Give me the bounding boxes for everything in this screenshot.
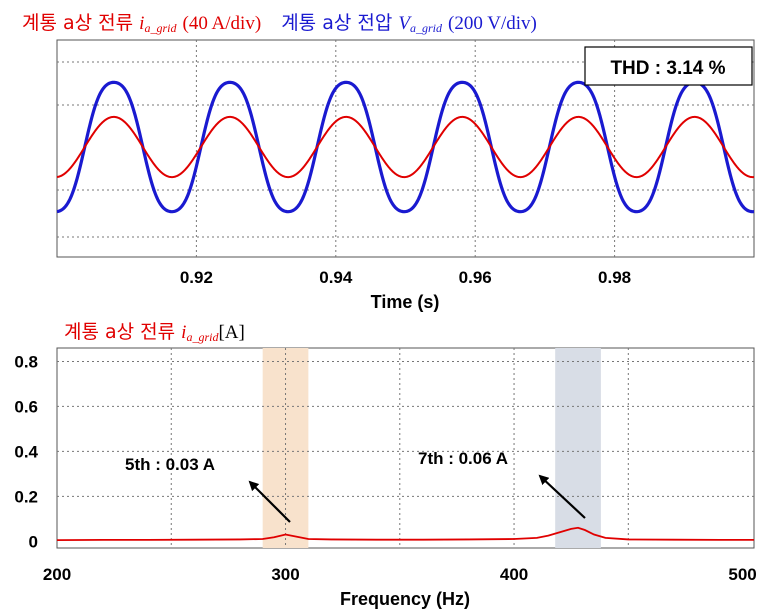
spectrum-chart-yticks: 0 0.2 0.4 0.6 0.8 — [14, 352, 38, 551]
bottom-title-unit: [A] — [218, 322, 245, 343]
amplitude-ytick-label: 0 — [29, 532, 38, 551]
amplitude-ytick-label: 0.2 — [14, 487, 38, 506]
harmonic-band-7th — [555, 348, 601, 548]
thd-box — [584, 46, 753, 86]
legend-voltage-label: 계통 a상 전압 — [281, 12, 393, 34]
spectrum-chart-grid — [57, 348, 754, 548]
time-chart-xticks: 0.92 0.94 0.96 0.98 — [180, 268, 631, 287]
arrow-5th — [248, 480, 291, 523]
time-chart-grid — [57, 40, 754, 257]
time-xtick-label: 0.96 — [459, 268, 492, 287]
current-waveform — [56, 115, 755, 179]
time-chart-series — [56, 80, 755, 214]
spectrum-chart-frame — [56, 347, 755, 549]
frequency-xtick-label: 300 — [271, 565, 299, 584]
bottom-title-subscript: a_grid — [186, 330, 219, 344]
time-xtick-label: 0.94 — [319, 268, 353, 287]
bottom-title-label: 계통 a상 전류 — [64, 321, 176, 343]
annotation-7th: 7th : 0.06 A — [418, 449, 508, 468]
amplitude-ytick-label: 0.4 — [14, 442, 38, 461]
time-axis-label: Time (s) — [371, 292, 440, 312]
legend-current-label: 계통 a상 전류 — [22, 12, 134, 34]
legend-voltage-scale: (200 V/div) — [448, 13, 537, 34]
legend-current-scale: (40 A/div) — [182, 13, 262, 34]
arrow-7th — [538, 474, 586, 519]
legend-current-subscript: a_grid — [144, 21, 177, 35]
spectrum-chart-series — [56, 526, 754, 542]
bottom-chart-title: 계통 a상 전류 ia_grid[A] — [64, 317, 245, 345]
bottom-title-symbol: i — [181, 322, 187, 343]
annotation-5th: 5th : 0.03 A — [125, 455, 215, 474]
legend-voltage-subscript: a_grid — [409, 21, 442, 35]
spectrum-chart: 200 300 400 500 0 0.2 0.4 0.6 0.8 Frequency (Hz… — [14, 347, 757, 609]
time-xtick-label: 0.92 — [180, 268, 213, 287]
time-xtick-label: 0.98 — [598, 268, 631, 287]
spectrum-chart-xticks: 200 300 400 500 — [43, 565, 757, 584]
legend-current: 계통 a상 전류 ia_grid (40 A/div) — [22, 12, 267, 35]
legend-voltage: 계통 a상 전압 Va_grid (200 V/div) — [281, 12, 537, 35]
legend-voltage-symbol: V — [398, 13, 410, 34]
frequency-xtick-label: 200 — [43, 565, 71, 584]
voltage-waveform — [56, 80, 755, 214]
frequency-xtick-label: 500 — [728, 565, 756, 584]
amplitude-ytick-label: 0.8 — [14, 352, 38, 371]
frequency-xtick-label: 400 — [500, 565, 528, 584]
frequency-axis-label: Frequency (Hz) — [340, 589, 470, 609]
current-spectrum-line — [56, 526, 754, 542]
thd-value: THD : 3.14 % — [610, 58, 725, 79]
time-chart: 0.92 0.94 0.96 0.98 Time (s) THD : 3.14 % — [56, 39, 755, 312]
top-legend: 계통 a상 전류 ia_grid (40 A/div) 계통 a상 전압 Va_… — [22, 8, 537, 36]
legend-current-symbol: i — [139, 13, 145, 34]
amplitude-ytick-label: 0.6 — [14, 397, 38, 416]
annotation-arrows — [248, 474, 586, 523]
